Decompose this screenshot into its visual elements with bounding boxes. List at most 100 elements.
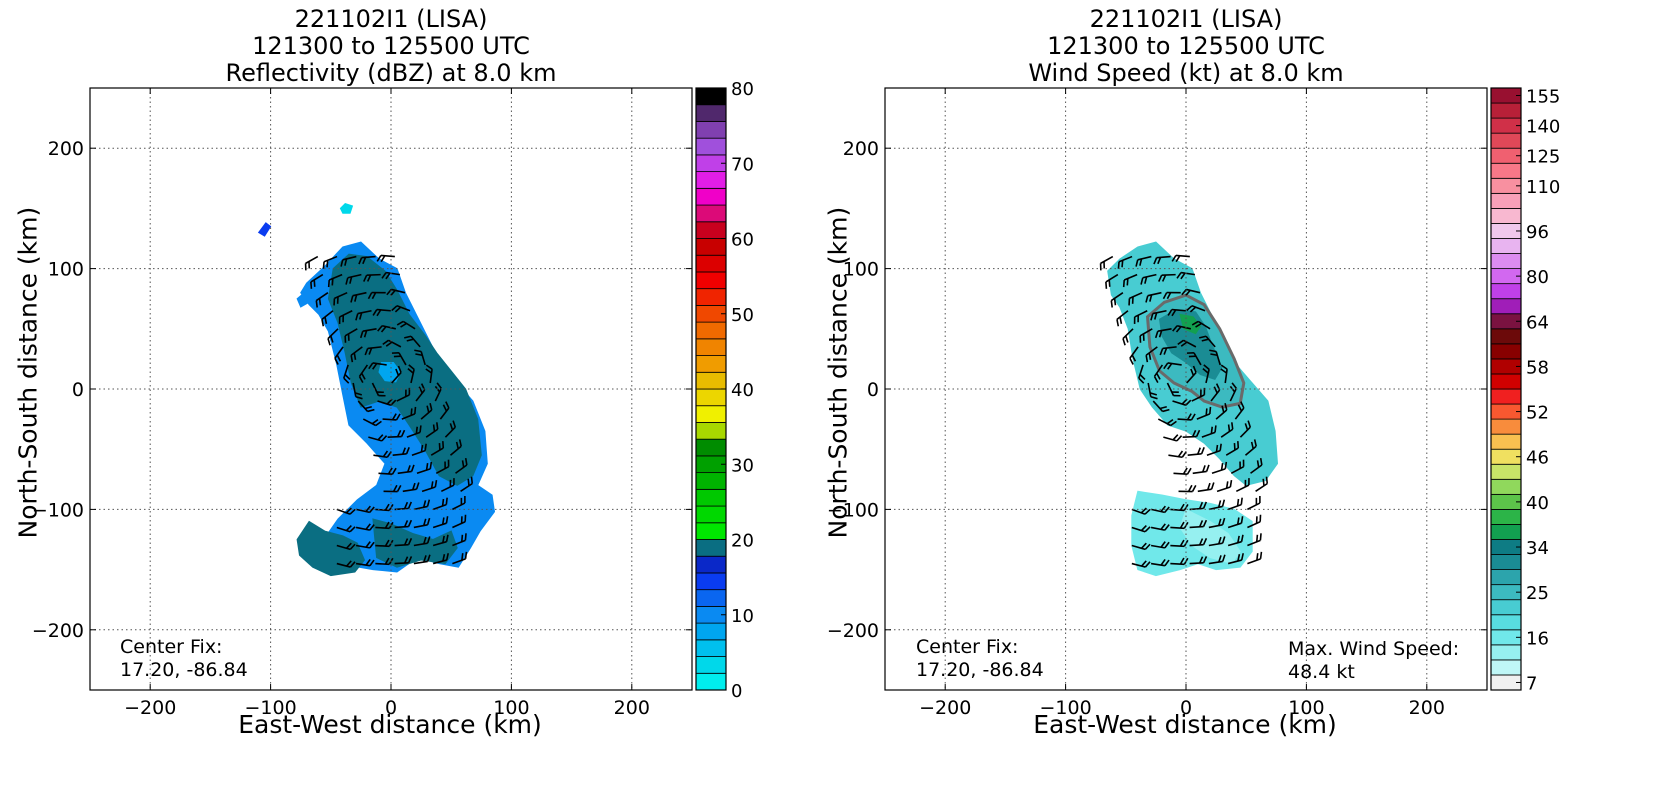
wind-barb-flag xyxy=(404,335,412,339)
wind-barb-flag xyxy=(1126,278,1129,286)
wind-barb-flag xyxy=(1167,309,1173,316)
wind-barb-flag xyxy=(366,274,372,282)
colorbar-bin xyxy=(695,204,727,223)
wind-barb-flag xyxy=(1209,349,1217,353)
wind-barb-flag xyxy=(1187,484,1193,492)
wind-barb-flag xyxy=(1172,325,1178,332)
wind-barb xyxy=(368,436,383,442)
wind-barb xyxy=(376,308,391,312)
wind-barb-flag xyxy=(1203,364,1210,370)
wind-barbs xyxy=(304,254,474,568)
wind-barb-flag xyxy=(1185,399,1192,406)
wind-barb-flag xyxy=(1121,260,1124,268)
panel-title: 221102I1 (LISA) 121300 to 125500 UTC Ref… xyxy=(71,6,711,87)
wind-barb xyxy=(1105,273,1119,283)
wind-barb-flag xyxy=(1179,521,1185,529)
wind-barb-flag xyxy=(1113,298,1117,306)
wind-barb-flag xyxy=(1160,505,1166,513)
colorbar-tick-label: 96 xyxy=(1526,222,1549,243)
wind-barb-flag xyxy=(430,481,434,489)
colorbar-tick-label: 7 xyxy=(1526,673,1537,694)
wind-barb xyxy=(1250,464,1263,474)
colorbar-bin xyxy=(1490,162,1522,179)
colorbar-bin xyxy=(695,288,727,306)
wind-barb-flag xyxy=(363,330,368,338)
wind-barb xyxy=(1201,431,1216,438)
wind-barb xyxy=(434,388,443,402)
colorbar-bin xyxy=(695,254,727,273)
wind-barb-flag xyxy=(415,482,420,490)
wind-barb-flag xyxy=(1179,503,1185,511)
wind-barb xyxy=(415,389,426,402)
wind-barb-flag xyxy=(455,441,459,449)
title-line-1: 221102I1 (LISA) xyxy=(1089,5,1283,33)
wind-barb xyxy=(305,255,319,265)
y-tick-label: −200 xyxy=(827,620,879,642)
wind-barb-flag xyxy=(1221,499,1226,507)
wind-barb-flag xyxy=(391,305,398,312)
wind-barb-flag xyxy=(1199,335,1207,339)
wind-barb xyxy=(328,273,343,281)
wind-barb-flag xyxy=(1200,447,1205,455)
wind-barb xyxy=(432,540,447,547)
x-axis-label: East-West distance (km) xyxy=(1033,710,1337,739)
wind-barb xyxy=(347,273,362,279)
wind-barb-flag xyxy=(426,536,431,544)
wind-barb xyxy=(1247,558,1261,565)
x-tick-label: −100 xyxy=(245,697,297,719)
wind-barb-flag xyxy=(1236,517,1240,525)
wind-barb-flag xyxy=(1122,338,1126,346)
wind-barb-flag xyxy=(411,482,416,491)
wind-barb-flag xyxy=(1160,523,1166,530)
y-tick-label: 0 xyxy=(867,379,879,401)
wind-barb xyxy=(321,310,334,321)
wind-barb xyxy=(452,502,466,511)
field-region-6 xyxy=(339,203,354,214)
wind-barb-flag xyxy=(369,559,375,567)
wind-barb-flag xyxy=(1144,543,1151,550)
wind-barb xyxy=(394,525,409,529)
y-tick-label: −200 xyxy=(32,620,84,642)
wind-barb-flag xyxy=(1108,279,1111,287)
x-axis-label: East-West distance (km) xyxy=(238,710,542,739)
wind-barb-flag xyxy=(1180,341,1188,347)
wind-barb-flag xyxy=(1140,560,1147,567)
wind-barb-flag xyxy=(1177,339,1184,346)
wind-barb-flag xyxy=(382,450,389,458)
wind-barb-flag xyxy=(1237,404,1243,412)
wind-barb xyxy=(1139,328,1153,337)
colorbar-tick-label: 140 xyxy=(1526,117,1560,138)
wind-barb-flag xyxy=(1175,326,1182,333)
wind-barb-flag xyxy=(1215,444,1219,453)
wind-barb-flag xyxy=(445,497,448,505)
x-tick-label: 100 xyxy=(1288,697,1324,719)
wind-barb xyxy=(1220,428,1234,438)
wind-barb-flag xyxy=(1195,429,1201,437)
wind-barb xyxy=(420,409,433,420)
wind-barb xyxy=(1152,400,1164,412)
wind-barb-flag xyxy=(372,309,378,316)
wind-barb-flag xyxy=(1262,478,1265,486)
wind-barb xyxy=(1229,388,1238,402)
colorbar-bin xyxy=(1490,463,1522,480)
wind-barb-flag xyxy=(405,447,410,455)
wind-barb xyxy=(1197,320,1211,330)
center-fix-annotation: Center Fix: 17.20, -86.84 xyxy=(916,636,1044,682)
wind-barb-flag xyxy=(362,257,367,265)
wind-barb xyxy=(452,558,466,565)
wind-barb-flag xyxy=(1240,553,1244,561)
wind-barb xyxy=(1215,351,1221,366)
wind-barb xyxy=(1177,418,1192,421)
colorbar-bin xyxy=(695,639,727,657)
colorbar-tick-label: 64 xyxy=(1526,312,1549,333)
wind-barb-flag xyxy=(354,294,358,302)
wind-barb xyxy=(1215,409,1228,420)
wind-barb-flag xyxy=(403,501,409,509)
y-tick-label: −100 xyxy=(32,499,84,521)
wind-barb-flag xyxy=(414,349,422,353)
wind-barb-flag xyxy=(400,429,406,437)
wind-barb-flag xyxy=(1221,536,1226,544)
wind-barb xyxy=(1176,324,1191,330)
wind-barb-flag xyxy=(1175,255,1181,263)
wind-barb xyxy=(323,255,338,263)
